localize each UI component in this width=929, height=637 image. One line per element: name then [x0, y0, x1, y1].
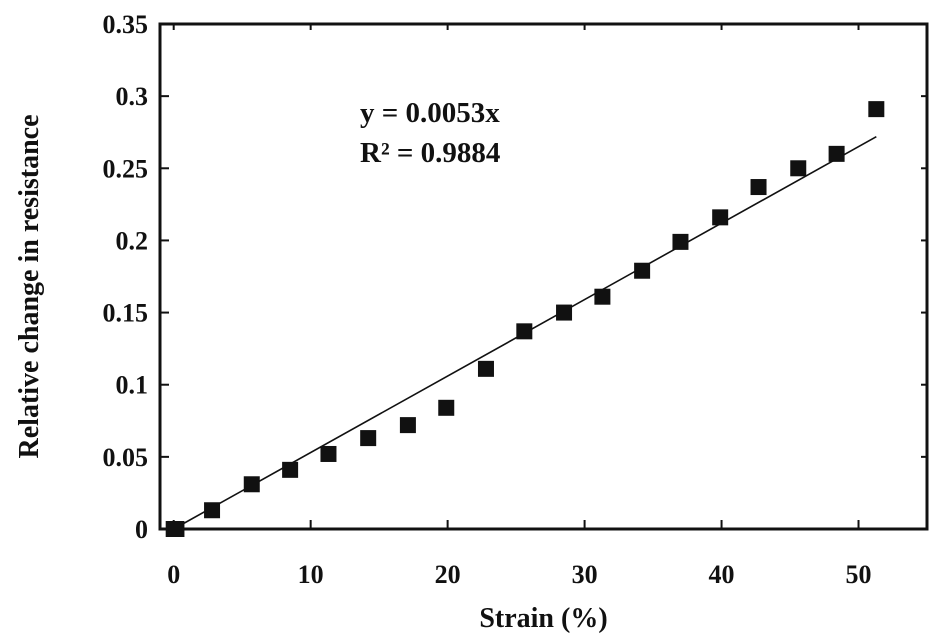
y-tick-label: 0.25 — [103, 154, 149, 183]
x-tick-label: 50 — [846, 560, 872, 589]
y-tick-label: 0.35 — [103, 10, 149, 39]
x-tick-label: 0 — [167, 560, 180, 589]
y-tick-label: 0.2 — [116, 226, 149, 255]
data-point — [828, 145, 845, 162]
x-axis-label: Strain (%) — [479, 603, 607, 634]
data-point — [243, 476, 260, 493]
y-tick-labels: 0 0.05 0.1 0.15 0.2 0.25 0.3 0.35 — [103, 10, 149, 544]
data-point — [360, 430, 377, 447]
x-tick-label: 20 — [435, 560, 461, 589]
plot-area — [158, 22, 929, 537]
data-point — [168, 521, 185, 537]
data-point — [790, 160, 807, 177]
y-tick-label: 0.3 — [116, 82, 149, 111]
data-point — [399, 417, 416, 434]
data-point — [477, 360, 494, 377]
data-points — [165, 101, 885, 537]
x-tick-label: 10 — [298, 560, 324, 589]
r-squared-annotation: R² = 0.9884 — [360, 137, 500, 169]
y-axis-ticks — [160, 23, 927, 530]
data-point — [750, 179, 767, 196]
x-tick-labels: 0 10 20 30 40 50 — [167, 560, 871, 589]
data-point — [282, 461, 299, 478]
y-tick-label: 0.05 — [103, 443, 149, 472]
y-axis-label: Relative change in resistance — [14, 115, 45, 459]
equation-annotation: y = 0.0053x — [360, 97, 500, 129]
x-tick-label: 30 — [572, 560, 598, 589]
y-tick-label: 0.15 — [103, 299, 149, 328]
x-tick-label: 40 — [709, 560, 735, 589]
data-point — [204, 502, 221, 519]
data-point — [320, 445, 337, 462]
data-point — [594, 288, 611, 305]
data-point — [672, 233, 689, 250]
data-point — [438, 399, 455, 416]
data-point — [868, 101, 885, 118]
x-axis-ticks — [172, 24, 860, 529]
data-point — [516, 323, 533, 340]
data-point — [556, 304, 573, 321]
y-tick-label: 0 — [135, 515, 148, 544]
y-tick-label: 0.1 — [116, 371, 149, 400]
plot-frame — [158, 22, 929, 531]
data-point — [712, 209, 729, 226]
data-point — [634, 262, 651, 279]
